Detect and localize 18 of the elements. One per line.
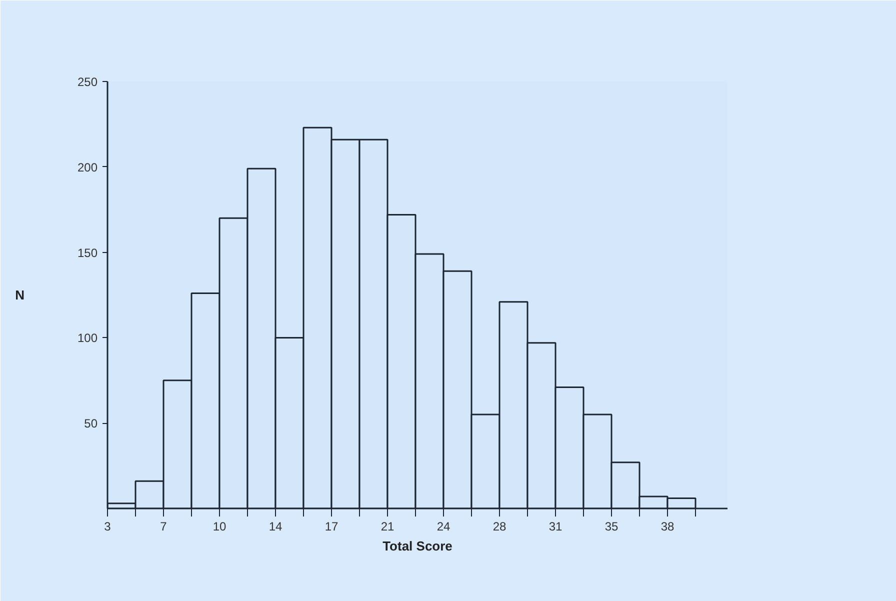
x-axis-title: Total Score (382, 538, 452, 554)
y-tick-label: 50 (84, 416, 98, 431)
x-tick-label: 7 (160, 520, 168, 534)
x-tick-label: 24 (436, 520, 450, 534)
y-tick-label: 200 (77, 160, 98, 174)
x-tick-label: 35 (604, 520, 618, 534)
x-tick-label: 21 (380, 520, 394, 534)
y-tick-label: 250 (77, 75, 98, 89)
x-tick-label: 31 (548, 520, 562, 534)
x-tick-label: 10 (212, 520, 226, 534)
x-tick-label: 28 (492, 520, 506, 534)
y-axis-title: N (15, 288, 24, 302)
x-tick-label: 38 (660, 520, 674, 534)
x-tick-label: 14 (268, 520, 282, 534)
x-tick-label: 3 (104, 520, 112, 534)
y-tick-label: 100 (77, 331, 98, 346)
y-tick-label: 150 (77, 246, 98, 260)
x-tick-label: 17 (324, 520, 338, 534)
